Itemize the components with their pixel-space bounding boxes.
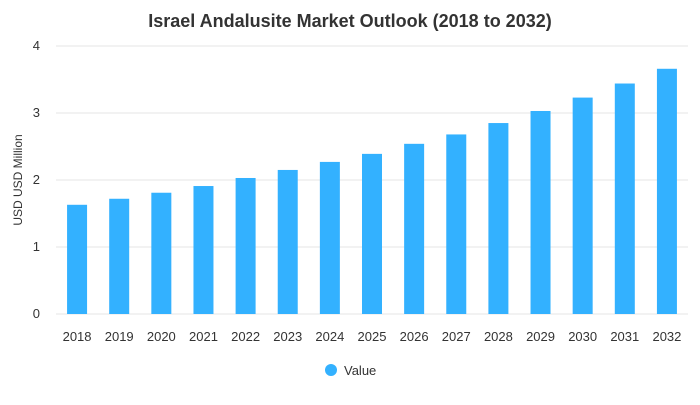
bar-2018[interactable]	[67, 204, 88, 314]
x-tick-label: 2019	[105, 329, 134, 344]
bar-2024[interactable]	[319, 161, 340, 314]
bars	[67, 68, 677, 315]
y-tick-label: 3	[33, 105, 40, 120]
y-tick-label: 1	[33, 239, 40, 254]
y-axis-label: USD USD Million	[11, 134, 25, 225]
x-axis-ticks: 2018 2019 2020 2021 2022 2023 2024 2025 2026 2027…	[63, 329, 682, 344]
x-tick-label: 2018	[63, 329, 92, 344]
legend-label: Value	[344, 363, 376, 378]
bar-2028[interactable]	[488, 123, 509, 314]
x-tick-label: 2028	[484, 329, 513, 344]
bar-2030[interactable]	[572, 97, 593, 314]
y-axis-ticks: 0 1 2 3 4	[33, 38, 40, 321]
bar-2019[interactable]	[109, 198, 130, 314]
bar-2020[interactable]	[151, 192, 172, 314]
y-tick-label: 2	[33, 172, 40, 187]
bar-2022[interactable]	[235, 177, 256, 314]
x-tick-label: 2026	[400, 329, 429, 344]
bar-2023[interactable]	[277, 169, 298, 314]
x-tick-label: 2024	[315, 329, 344, 344]
x-tick-label: 2031	[610, 329, 639, 344]
x-tick-label: 2021	[189, 329, 218, 344]
x-tick-label: 2027	[442, 329, 471, 344]
x-tick-label: 2030	[568, 329, 597, 344]
x-tick-label: 2023	[273, 329, 302, 344]
x-tick-label: 2029	[526, 329, 555, 344]
legend[interactable]: Value	[325, 363, 376, 378]
bar-2025[interactable]	[362, 153, 382, 314]
x-tick-label: 2025	[358, 329, 387, 344]
bar-2027[interactable]	[446, 134, 467, 314]
y-tick-label: 0	[33, 306, 40, 321]
bar-2029[interactable]	[530, 110, 551, 315]
chart-title: Israel Andalusite Market Outlook (2018 t…	[148, 11, 551, 31]
x-tick-label: 2032	[652, 329, 681, 344]
x-tick-label: 2020	[147, 329, 176, 344]
legend-marker	[325, 364, 337, 376]
x-tick-label: 2022	[231, 329, 260, 344]
bar-2032[interactable]	[656, 68, 677, 314]
y-tick-label: 4	[33, 38, 40, 53]
bar-2026[interactable]	[404, 143, 425, 314]
bar-2031[interactable]	[614, 83, 635, 315]
bar-2021[interactable]	[193, 186, 214, 314]
